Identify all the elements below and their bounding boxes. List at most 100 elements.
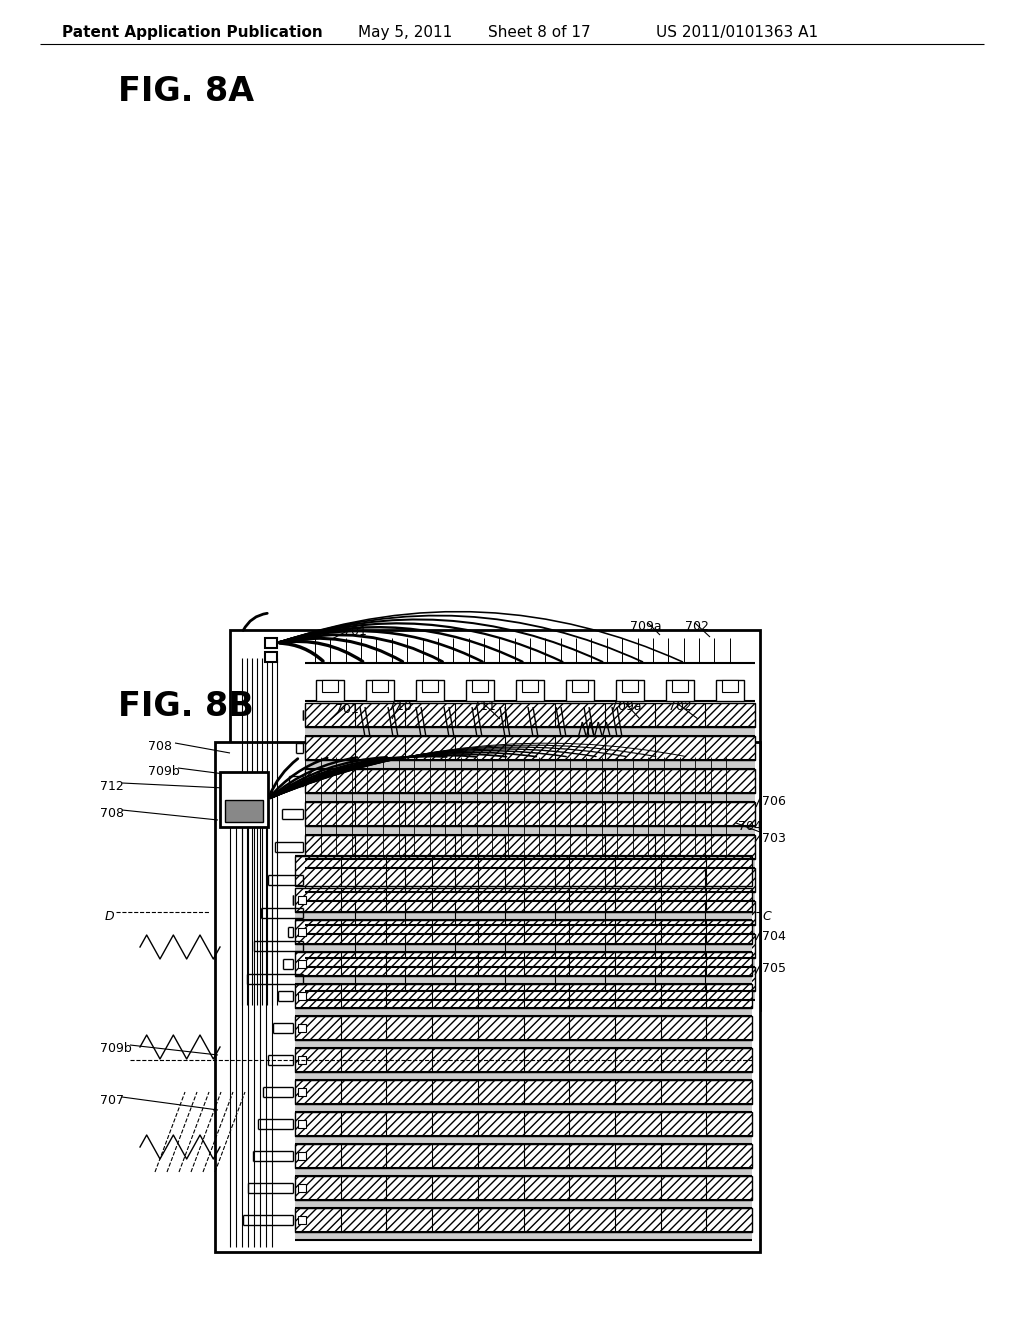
Bar xyxy=(305,902,755,925)
Bar xyxy=(305,826,755,836)
Bar xyxy=(305,925,755,935)
Text: May 5, 2011: May 5, 2011 xyxy=(358,25,453,40)
Bar xyxy=(298,1216,306,1224)
Bar xyxy=(305,892,755,902)
Bar xyxy=(367,680,394,701)
Bar xyxy=(295,1176,752,1200)
Bar xyxy=(472,680,488,692)
Bar xyxy=(716,680,743,701)
Bar xyxy=(295,975,752,983)
Bar xyxy=(295,1040,752,1048)
Bar xyxy=(522,680,539,692)
Bar xyxy=(225,800,263,822)
Text: US 2011/0101363 A1: US 2011/0101363 A1 xyxy=(656,25,818,40)
Bar xyxy=(305,991,755,1001)
Bar xyxy=(295,1208,752,1232)
Text: 701: 701 xyxy=(335,704,358,715)
Bar xyxy=(295,1200,752,1208)
Bar xyxy=(295,1080,752,1104)
Bar xyxy=(305,803,755,826)
Text: C: C xyxy=(762,909,771,923)
Bar xyxy=(305,859,755,869)
Bar xyxy=(466,680,494,701)
Text: 710: 710 xyxy=(388,700,412,713)
Bar xyxy=(298,1119,306,1129)
Bar xyxy=(295,1072,752,1080)
Bar xyxy=(295,952,752,975)
Text: 711: 711 xyxy=(472,700,496,713)
Bar xyxy=(422,680,438,692)
Text: 709b: 709b xyxy=(148,766,180,777)
Text: 708: 708 xyxy=(148,741,172,752)
Bar xyxy=(305,737,755,760)
Text: Patent Application Publication: Patent Application Publication xyxy=(62,25,323,40)
Bar xyxy=(667,680,693,701)
Text: 702: 702 xyxy=(685,620,709,634)
Bar xyxy=(722,680,738,692)
Bar xyxy=(295,1137,752,1144)
Bar xyxy=(322,680,338,692)
Bar xyxy=(220,772,268,828)
Bar xyxy=(298,1184,306,1192)
Bar xyxy=(616,680,644,701)
Text: 709a: 709a xyxy=(610,700,642,713)
Bar xyxy=(305,935,755,958)
Bar xyxy=(295,1144,752,1168)
Bar xyxy=(672,680,688,692)
Text: FIG. 8A: FIG. 8A xyxy=(118,75,254,108)
Text: 706: 706 xyxy=(762,795,785,808)
Text: 701: 701 xyxy=(343,624,367,638)
Bar xyxy=(298,928,306,936)
Bar xyxy=(298,1152,306,1160)
Text: 705: 705 xyxy=(762,962,786,975)
Text: 709b: 709b xyxy=(100,1041,132,1055)
Bar xyxy=(298,1088,306,1096)
Bar xyxy=(295,1232,752,1239)
Bar xyxy=(305,760,755,770)
Bar xyxy=(295,855,752,886)
Text: 702: 702 xyxy=(668,700,692,713)
Bar xyxy=(305,958,755,968)
Text: 707: 707 xyxy=(100,1094,124,1107)
Bar xyxy=(295,1048,752,1072)
Bar xyxy=(295,888,752,912)
Text: 704: 704 xyxy=(762,931,785,942)
Bar xyxy=(305,704,755,727)
Bar xyxy=(265,638,278,648)
Bar xyxy=(305,793,755,803)
Bar xyxy=(295,1008,752,1016)
Bar xyxy=(265,652,278,663)
Bar xyxy=(305,869,755,892)
Bar xyxy=(295,944,752,952)
Text: 704: 704 xyxy=(738,820,762,833)
Bar xyxy=(305,836,755,859)
Bar xyxy=(295,1016,752,1040)
Bar xyxy=(298,1024,306,1032)
Bar xyxy=(372,680,388,692)
Text: 712: 712 xyxy=(100,780,124,793)
Text: FIG. 8B: FIG. 8B xyxy=(118,690,254,723)
Bar xyxy=(295,912,752,920)
Text: D: D xyxy=(105,909,115,923)
Bar xyxy=(316,680,344,701)
Text: 703: 703 xyxy=(762,832,785,845)
Bar xyxy=(416,680,443,701)
Bar xyxy=(298,993,306,1001)
Text: Sheet 8 of 17: Sheet 8 of 17 xyxy=(488,25,591,40)
Bar xyxy=(295,1104,752,1111)
Bar xyxy=(230,630,760,1010)
Bar xyxy=(571,680,588,692)
Bar xyxy=(295,983,752,1008)
Text: 709a: 709a xyxy=(630,620,662,634)
Bar xyxy=(305,727,755,737)
Bar xyxy=(516,680,544,701)
Bar xyxy=(298,960,306,968)
Bar xyxy=(622,680,638,692)
Bar xyxy=(295,1111,752,1137)
Bar xyxy=(305,968,755,991)
Bar xyxy=(215,742,760,1251)
Bar xyxy=(298,896,306,904)
Bar xyxy=(305,770,755,793)
Bar xyxy=(298,1056,306,1064)
Bar xyxy=(566,680,594,701)
